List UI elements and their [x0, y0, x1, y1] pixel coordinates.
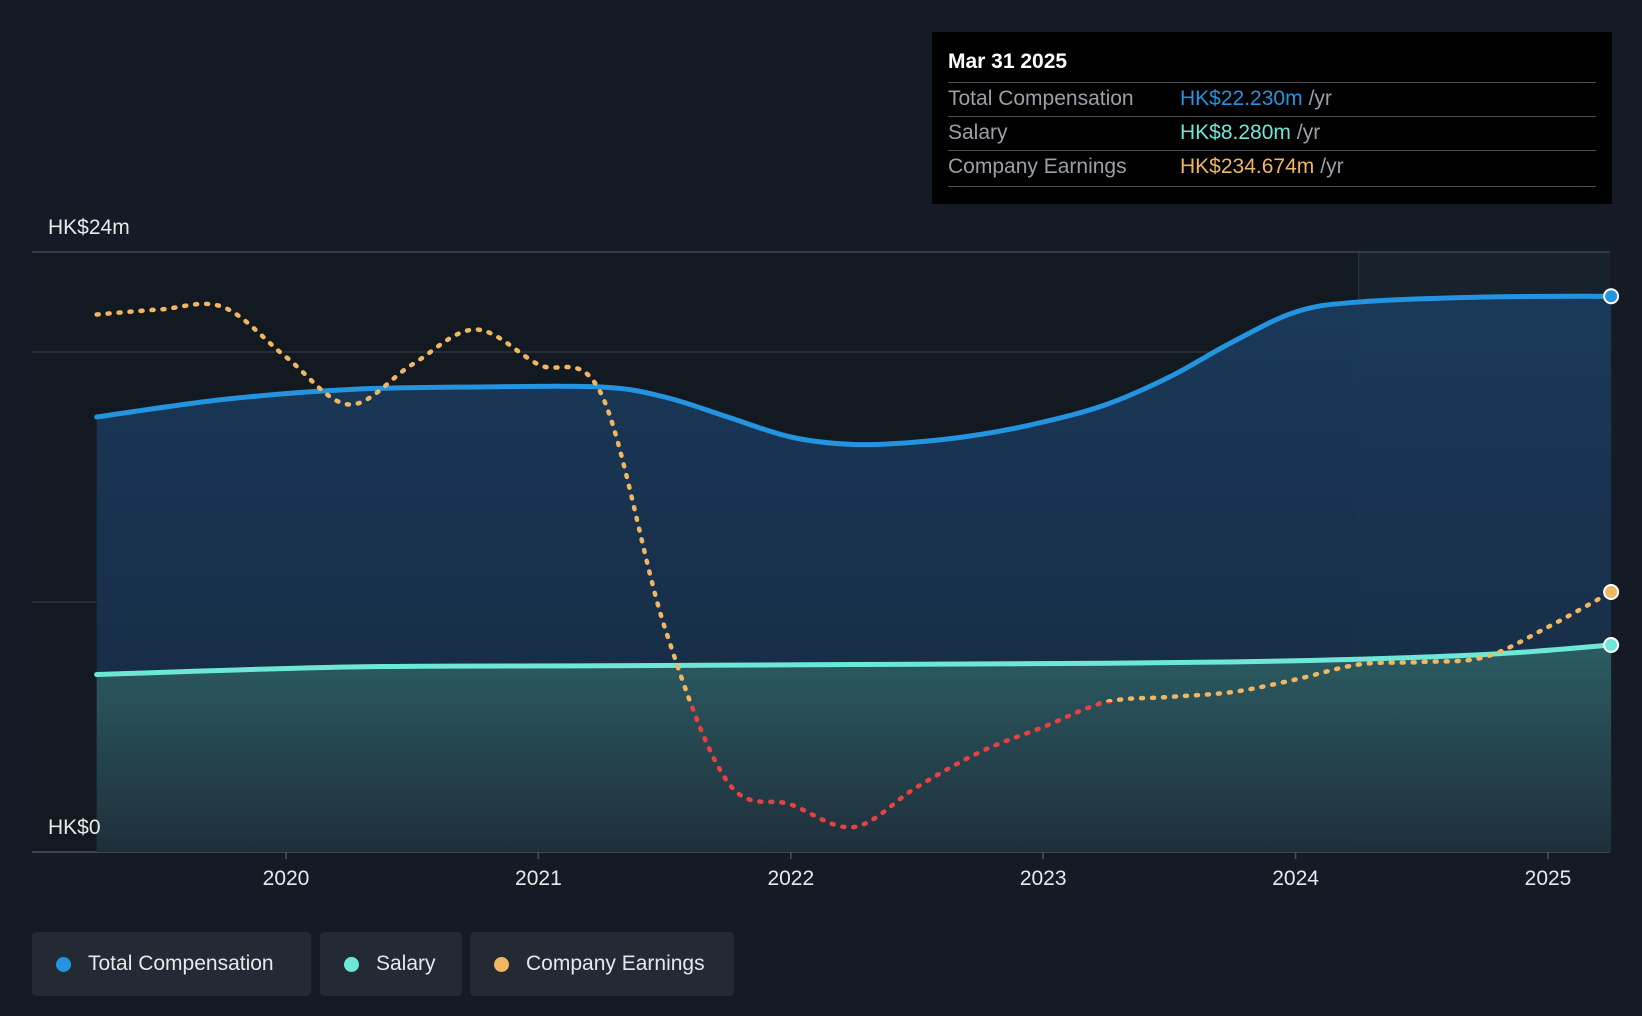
- tooltip-row-company-earnings: Company Earnings HK$234.674m/yr: [948, 150, 1596, 185]
- tooltip-label: Salary: [948, 121, 1008, 144]
- legend-label: Salary: [376, 952, 436, 975]
- tooltip-value: HK$22.230m: [1180, 87, 1303, 110]
- salary-area: [96, 645, 1612, 852]
- total-compensation-line: [94, 293, 1614, 448]
- tooltip-date: Mar 31 2025: [948, 50, 1068, 73]
- x-tick-label: 2022: [767, 867, 814, 890]
- total-compensation-point: [1603, 288, 1620, 305]
- x-tick-label: 2020: [263, 867, 310, 890]
- x-tick-label: 2024: [1272, 867, 1319, 890]
- x-tick-label: 2023: [1020, 867, 1067, 890]
- legend-item-salary[interactable]: Salary: [320, 932, 462, 996]
- tooltip-label: Company Earnings: [948, 155, 1127, 178]
- legend-item-total-compensation[interactable]: Total Compensation: [32, 932, 311, 996]
- legend-label: Company Earnings: [526, 952, 705, 975]
- salary-point: [1603, 637, 1620, 653]
- tooltip: Mar 31 2025 Total Compensation HK$22.230…: [932, 32, 1612, 204]
- legend-dot-icon: [56, 957, 71, 972]
- legend-item-company-earnings[interactable]: Company Earnings: [470, 932, 734, 996]
- tooltip-label: Total Compensation: [948, 87, 1134, 110]
- legend-dot-icon: [494, 957, 509, 972]
- tooltip-unit: /yr: [1296, 121, 1321, 144]
- legend-dot-icon: [344, 957, 359, 972]
- y-axis-top-label: HK$24m: [48, 216, 130, 239]
- x-tick-label: 2025: [1525, 867, 1572, 890]
- tooltip-unit: /yr: [1308, 87, 1332, 110]
- tooltip-divider: [948, 186, 1596, 187]
- company-earnings-point: [1603, 584, 1620, 600]
- tooltip-row-total-compensation: Total Compensation HK$22.230m/yr: [948, 82, 1596, 117]
- company-earnings-line: [94, 301, 1614, 830]
- x-tick-label: 2021: [515, 867, 562, 890]
- tooltip-value: HK$234.674m: [1180, 155, 1315, 178]
- legend-label: Total Compensation: [88, 952, 274, 975]
- tooltip-value: HK$8.280m: [1180, 121, 1291, 144]
- salary-line: [94, 642, 1614, 677]
- y-axis-bottom-label: HK$0: [48, 816, 101, 839]
- tooltip-row-salary: Salary HK$8.280m/yr: [948, 116, 1596, 151]
- tooltip-unit: /yr: [1320, 155, 1344, 178]
